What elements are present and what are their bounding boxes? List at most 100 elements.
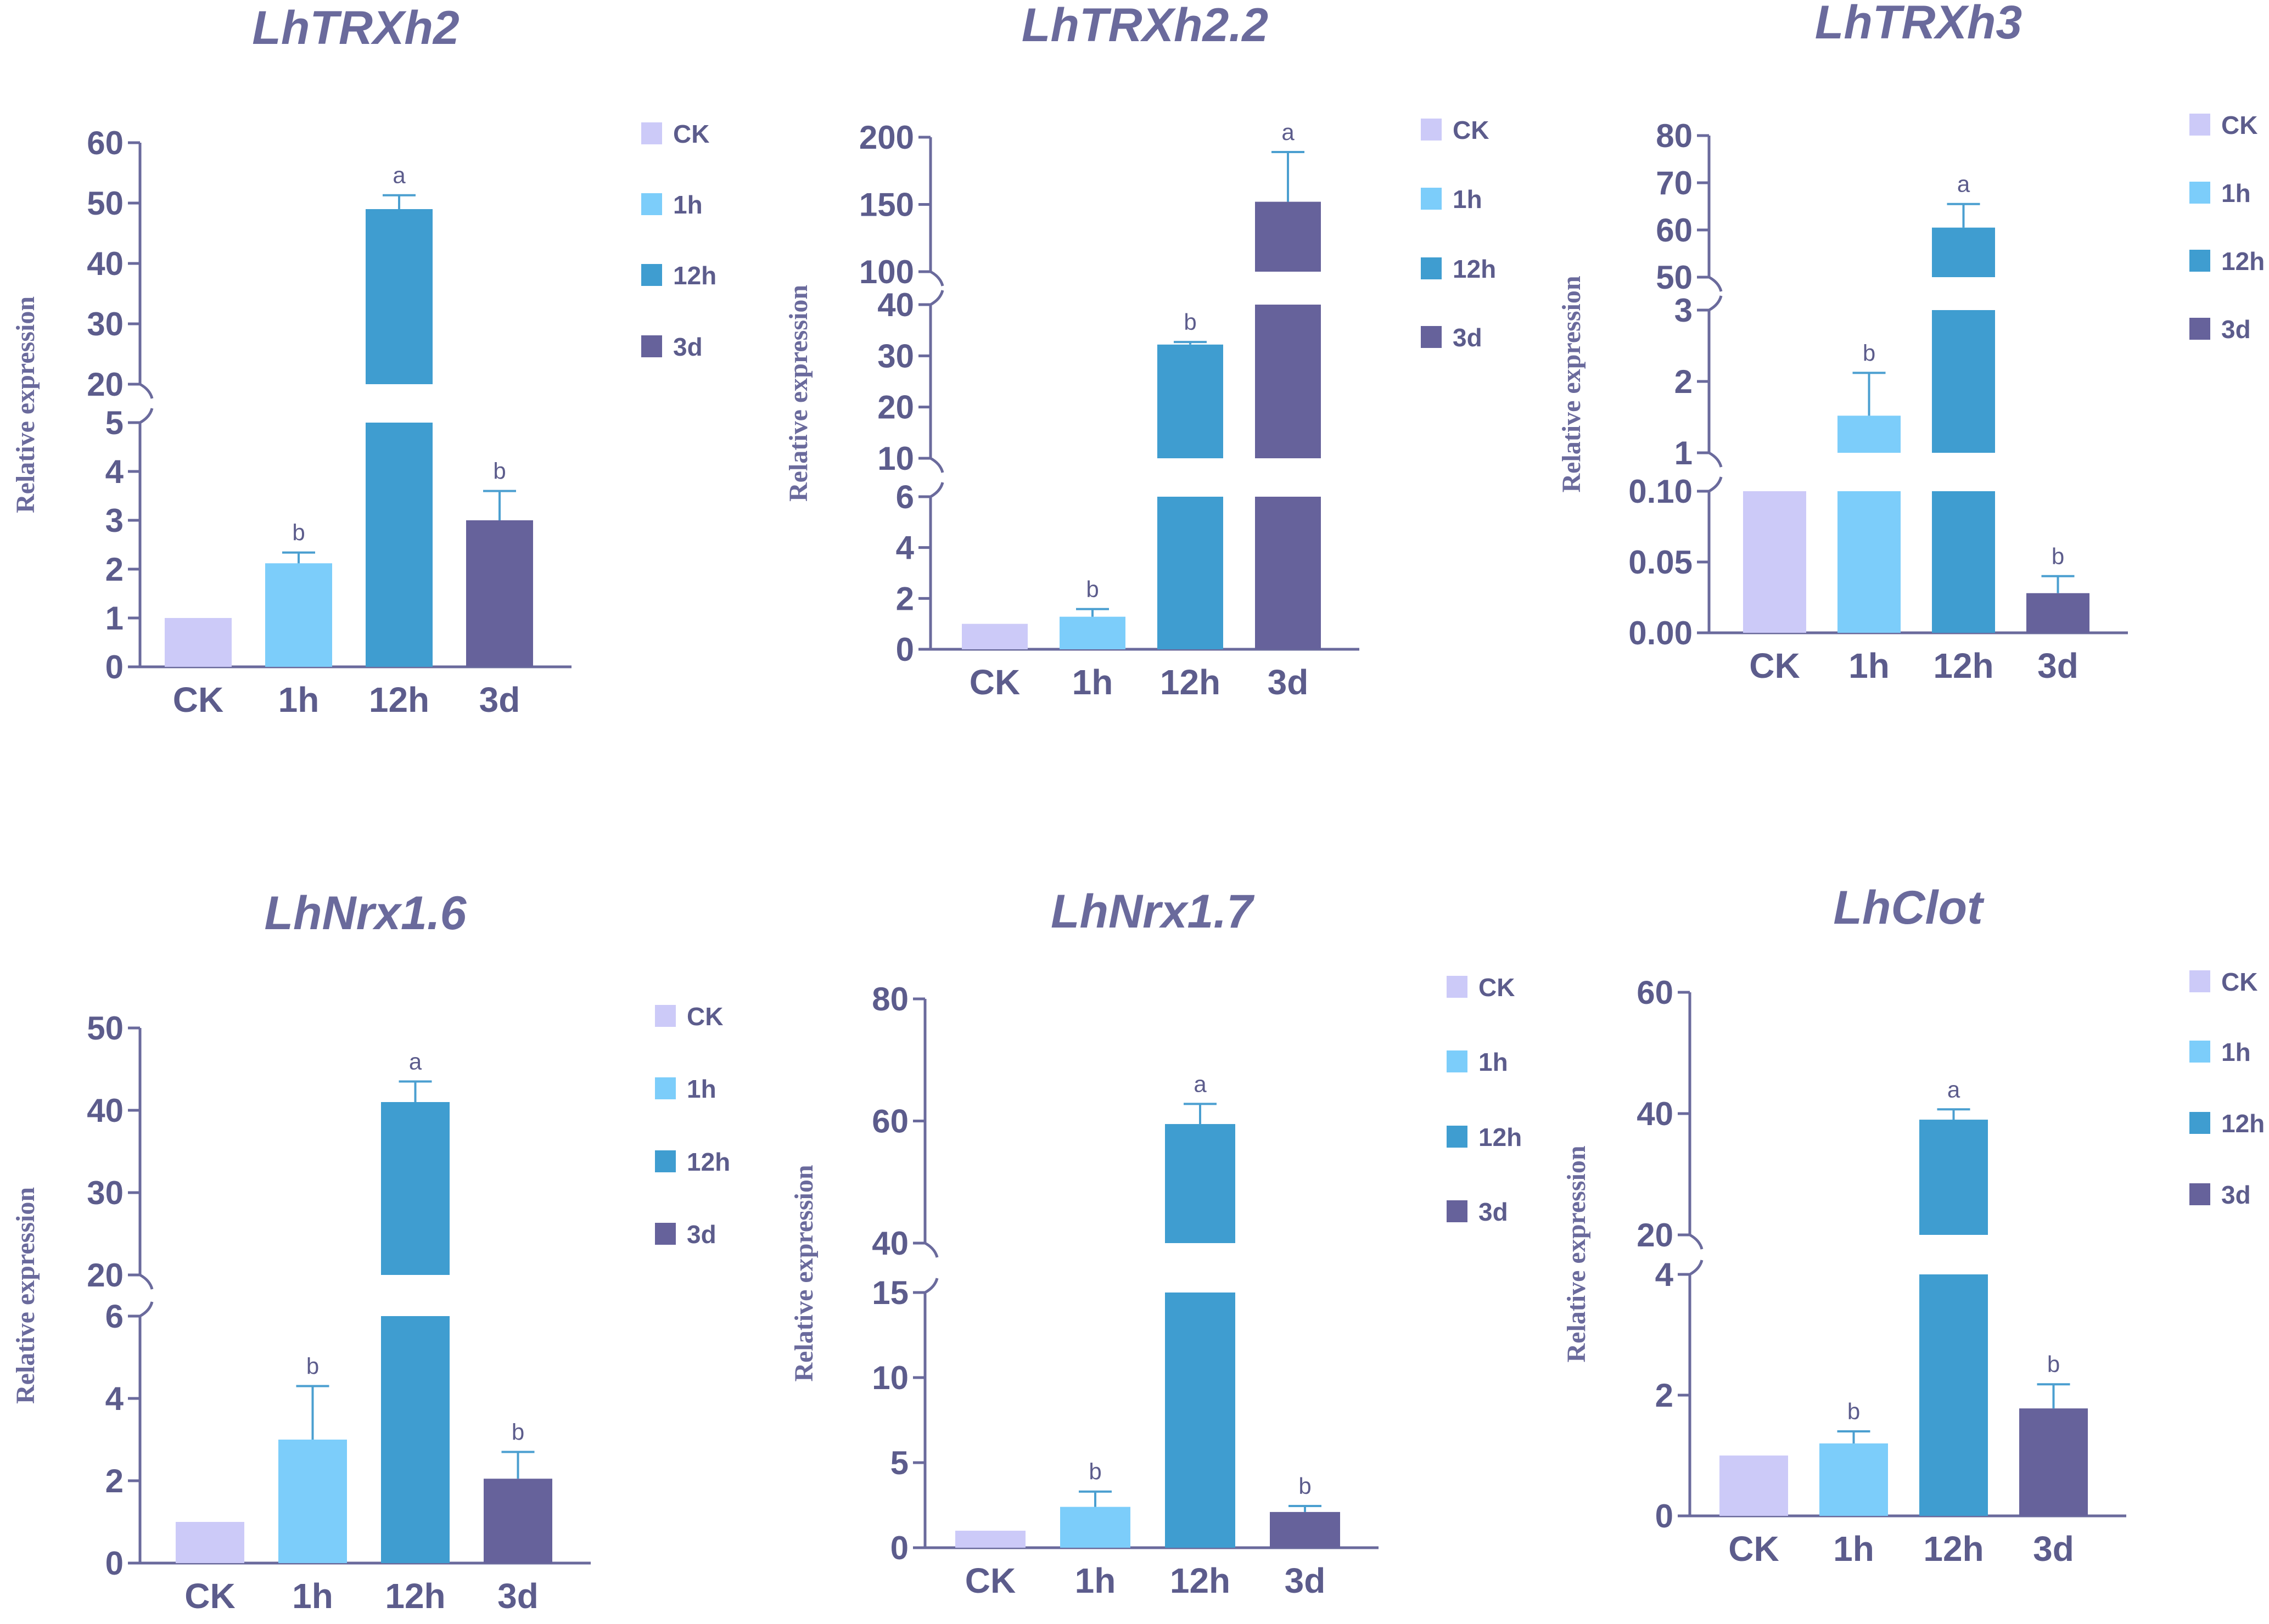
y-axis-label: Relative expression: [789, 1165, 819, 1381]
y-tick-label: 20: [1637, 1217, 1673, 1254]
legend-swatch-ck: [2189, 114, 2210, 136]
y-axis-label: Relative expression: [1562, 1145, 1591, 1362]
panel-lhnrx1-7: LhNrx1.7 Relative expression 0 5 10 15 40 60 80 C…: [789, 885, 1522, 1600]
y-axis-label: Relative expression: [11, 296, 40, 513]
legend-swatch-1h: [2189, 1041, 2210, 1063]
significance-letter: a: [393, 162, 406, 188]
legend-swatch-12h: [655, 1150, 676, 1172]
legend-label: CK: [673, 120, 709, 148]
bar-12h-segment: [366, 423, 433, 667]
legend-label: 1h: [1478, 1048, 1508, 1076]
bar-1h: [278, 1440, 347, 1563]
y-tick-label: 50: [1656, 259, 1693, 296]
legend-label: CK: [1478, 973, 1515, 1002]
bar-12h-segment: [1932, 491, 1995, 633]
significance-letter: b: [1184, 309, 1196, 335]
y-tick-label: 1: [105, 600, 124, 637]
axis-break-mark: [1689, 1260, 1704, 1276]
axis-break-mark: [1708, 276, 1723, 292]
x-tick-label: 3d: [1268, 662, 1309, 702]
x-tick-label: 3d: [2033, 1529, 2074, 1569]
legend-swatch-1h: [2189, 182, 2210, 204]
legend: CK 1h 12h 3d: [2189, 968, 2265, 1209]
legend-swatch-3d: [1447, 1200, 1467, 1222]
y-tick-label: 30: [87, 306, 124, 342]
y-tick-label: 0.00: [1628, 615, 1693, 651]
bar-ck: [962, 623, 1028, 649]
x-tick-label: 1h: [1833, 1529, 1874, 1569]
y-tick-label: 100: [859, 254, 914, 290]
axis-break-mark: [139, 1273, 154, 1290]
error-bar-12h: [399, 1080, 432, 1102]
y-tick-label: 30: [877, 338, 914, 374]
bar-3d-segment: [1255, 201, 1321, 272]
y-tick-label: 60: [87, 125, 124, 161]
bar-12h-segment: [366, 209, 433, 384]
panel-lhnrx1-6: LhNrx1.6 Relative expression 0 2 4 6 20 30 40 50 C…: [11, 887, 730, 1616]
bar-12h-segment: [1932, 227, 1995, 277]
x-tick-label: 3d: [2037, 646, 2078, 685]
x-tick-label: 12h: [1923, 1529, 1984, 1569]
axis-break-mark: [929, 290, 944, 306]
legend-swatch-ck: [2189, 970, 2210, 992]
legend: CK 1h 12h 3d: [1421, 116, 1496, 352]
bar-12h-segment: [381, 1102, 450, 1275]
error-bar-3d: [2041, 575, 2075, 593]
significance-letter: b: [306, 1353, 319, 1379]
bar-12h-segment: [1919, 1274, 1988, 1516]
y-tick-label: 0: [890, 1530, 909, 1566]
legend-label: 3d: [673, 333, 703, 361]
y-tick-label: 2: [105, 1463, 124, 1499]
x-tick-label: 12h: [369, 680, 429, 720]
significance-letter: b: [1298, 1473, 1311, 1499]
significance-letter: b: [1863, 340, 1875, 366]
legend-label: CK: [1453, 116, 1489, 144]
legend-label: CK: [2221, 968, 2257, 996]
significance-letter: b: [512, 1419, 524, 1445]
error-bar-12h: [1947, 203, 1980, 228]
axis-break-mark: [1708, 476, 1723, 493]
bar-ck: [955, 1531, 1026, 1548]
legend-swatch-3d: [2189, 318, 2210, 340]
legend-swatch-ck: [641, 122, 662, 144]
significance-letter: b: [1847, 1398, 1860, 1424]
axis-break-mark: [924, 1278, 939, 1294]
y-tick-label: 30: [87, 1175, 124, 1211]
error-bar-3d: [483, 490, 516, 520]
legend: CK 1h 12h 3d: [2189, 111, 2265, 344]
y-tick-label: 1: [1674, 435, 1693, 471]
chart-title: LhClot: [1833, 881, 1985, 934]
y-tick-label: 4: [105, 453, 124, 490]
legend-swatch-3d: [1421, 326, 1442, 348]
chart-title: LhNrx1.6: [264, 887, 467, 940]
legend-label: CK: [2221, 111, 2257, 139]
legend-label: 1h: [1453, 185, 1482, 213]
chart-title: LhNrx1.7: [1051, 885, 1255, 938]
legend-label: 3d: [1478, 1198, 1508, 1226]
bar-12h-segment: [381, 1316, 450, 1563]
bar-3d-segment: [1255, 497, 1321, 649]
x-tick-label: CK: [173, 680, 223, 720]
legend-label: 12h: [1478, 1123, 1522, 1151]
legend-swatch-1h: [641, 193, 662, 215]
legend-swatch-12h: [1421, 257, 1442, 279]
axis-break-mark: [924, 1241, 939, 1258]
axis-break-mark: [1708, 295, 1723, 312]
bar-12h-segment: [1165, 1293, 1235, 1548]
bar-1h: [1060, 616, 1125, 649]
x-tick-label: CK: [1728, 1529, 1779, 1569]
bar-12h-segment: [1157, 344, 1223, 458]
panel-lhclot: LhClot Relative expression 0 2 420 40 60 CK b 1h a…: [1562, 881, 2265, 1569]
legend-swatch-12h: [1447, 1126, 1467, 1148]
error-bar-3d: [501, 1451, 535, 1479]
bar-ck: [176, 1522, 244, 1563]
error-bar-12h: [1174, 341, 1207, 345]
bar-3d: [1270, 1511, 1340, 1548]
error-bar-1h: [1076, 608, 1109, 617]
y-tick-label: 40: [877, 286, 914, 323]
legend: CK 1h 12h 3d: [1447, 973, 1522, 1226]
significance-letter: a: [1947, 1076, 1960, 1102]
error-bar-3d: [2037, 1383, 2070, 1409]
legend-label: 12h: [2221, 1109, 2265, 1138]
